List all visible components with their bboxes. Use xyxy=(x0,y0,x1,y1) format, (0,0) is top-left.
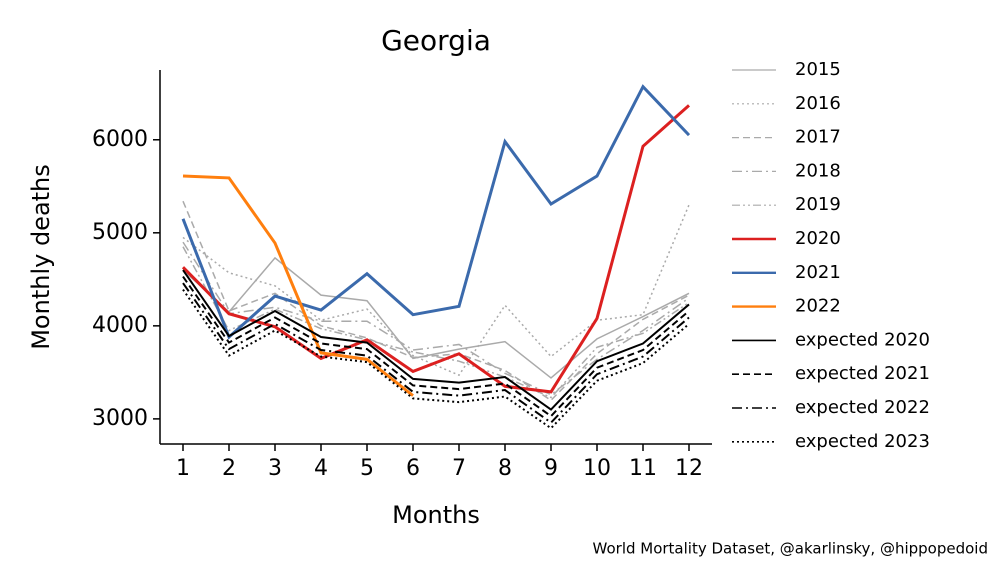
series-line xyxy=(181,104,690,394)
legend-label: expected 2023 xyxy=(795,431,930,452)
x-tick-label: 2 xyxy=(222,456,236,481)
legend-label: 2022 xyxy=(795,296,841,317)
series-line xyxy=(182,200,690,402)
y-axis-label: Monthly deaths xyxy=(27,164,55,350)
series-line xyxy=(181,84,691,340)
legend-label: 2019 xyxy=(795,194,841,215)
legend-label: 2020 xyxy=(795,228,841,249)
y-tick-label: 4000 xyxy=(92,313,148,338)
x-tick-label: 4 xyxy=(314,456,328,481)
legend-label: expected 2021 xyxy=(795,363,930,384)
series-line xyxy=(182,204,690,377)
series-line xyxy=(182,282,690,424)
legend-label: 2017 xyxy=(795,127,841,148)
x-tick-label: 8 xyxy=(498,456,512,481)
x-tick-label: 11 xyxy=(629,456,657,481)
series-line xyxy=(182,275,690,418)
legend-label: 2018 xyxy=(795,160,841,181)
y-tick-label: 5000 xyxy=(92,220,148,245)
series-line xyxy=(182,241,690,396)
legend-label: 2016 xyxy=(795,93,841,114)
x-axis-label: Months xyxy=(392,501,480,529)
legend-label: 2015 xyxy=(795,59,841,80)
legend-label: expected 2020 xyxy=(795,329,930,350)
x-tick-label: 1 xyxy=(176,456,190,481)
series-line xyxy=(182,269,690,411)
x-tick-label: 9 xyxy=(544,456,558,481)
chart-title: Georgia xyxy=(381,24,491,57)
series-line xyxy=(182,246,690,399)
x-tick-label: 7 xyxy=(452,456,466,481)
legend-label: expected 2022 xyxy=(795,397,930,418)
series-line xyxy=(182,256,690,379)
x-tick-label: 3 xyxy=(268,456,282,481)
y-tick-label: 3000 xyxy=(92,406,148,431)
x-tick-label: 5 xyxy=(360,456,374,481)
x-tick-label: 12 xyxy=(675,456,703,481)
x-tick-label: 10 xyxy=(583,456,611,481)
x-tick-label: 6 xyxy=(406,456,420,481)
series-line xyxy=(182,174,414,397)
source-note: World Mortality Dataset, @akarlinsky, @h… xyxy=(593,540,988,558)
legend-label: 2021 xyxy=(795,262,841,283)
y-tick-label: 6000 xyxy=(92,127,148,152)
